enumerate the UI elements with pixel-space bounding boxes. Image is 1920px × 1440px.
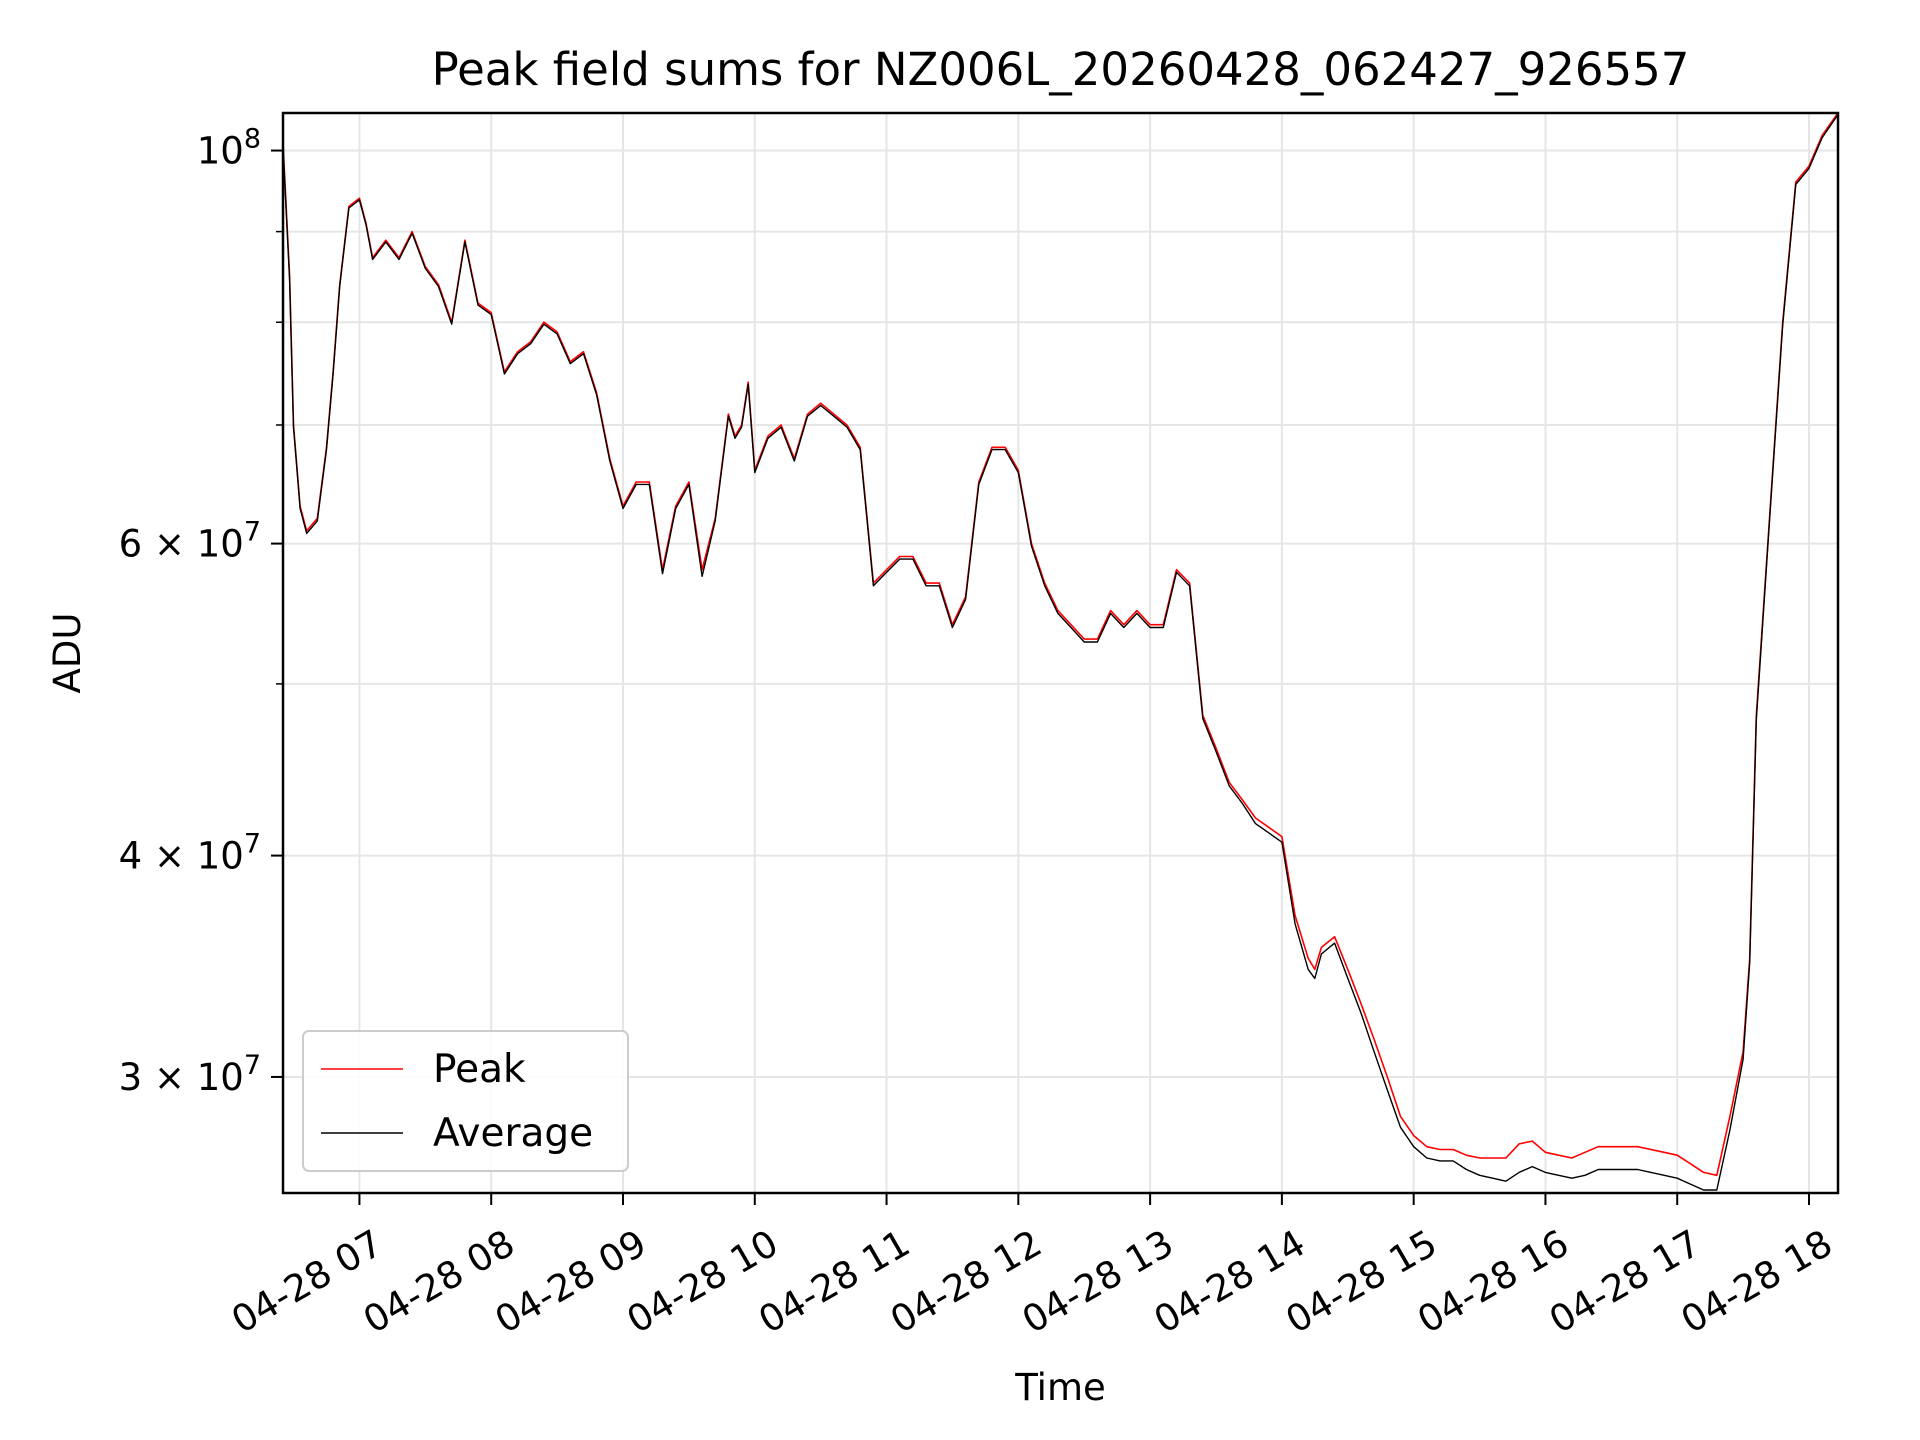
x-axis-label: Time [1014, 1366, 1106, 1409]
y-tick-label: 4 × 107 [119, 829, 261, 878]
legend-peak-label: Peak [433, 1047, 526, 1092]
chart-title: Peak field sums for NZ006L_20260428_0624… [432, 43, 1690, 96]
series-line-average [282, 114, 1839, 1191]
legend-average-label: Average [433, 1111, 593, 1156]
legend: Peak Average [302, 1030, 629, 1172]
series-layer [282, 112, 1839, 1191]
y-tick-label: 108 [197, 124, 261, 173]
grid-layer [283, 113, 1838, 1193]
y-tick-label: 6 × 107 [119, 517, 261, 566]
legend-box [302, 1030, 629, 1172]
plot-frame [281, 111, 1840, 1195]
y-tick-label: 3 × 107 [119, 1050, 261, 1099]
y-axis-label: ADU [46, 613, 89, 694]
